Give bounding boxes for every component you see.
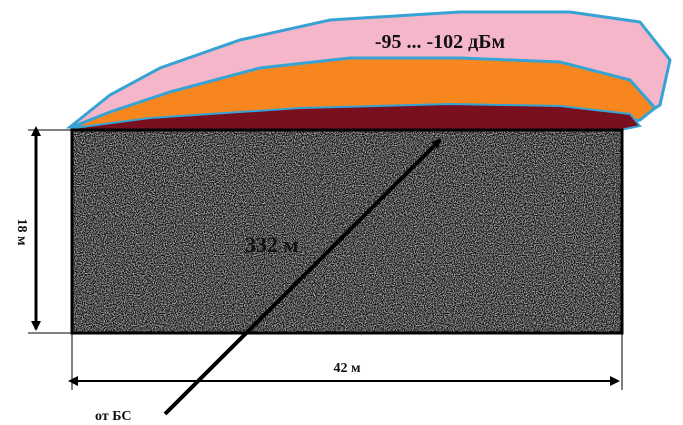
building-outline bbox=[70, 128, 624, 335]
height-label: 18 м bbox=[14, 218, 29, 246]
width-label: 42 м bbox=[333, 361, 361, 376]
source-label: от БС bbox=[95, 409, 131, 424]
signal-label: -95 ... -102 дБм bbox=[375, 31, 505, 53]
signal-arrow bbox=[163, 138, 442, 416]
distance-label: 332 м bbox=[245, 232, 299, 257]
